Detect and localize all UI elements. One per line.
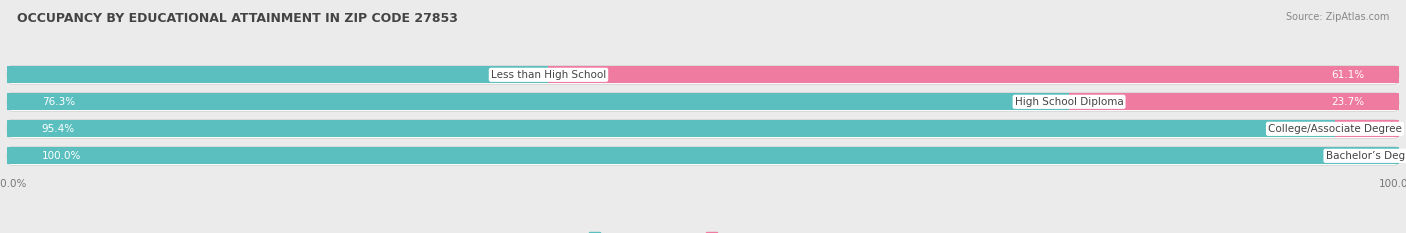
Bar [7, 120, 1334, 137]
Bar [548, 66, 1399, 83]
Bar [7, 66, 548, 83]
Text: 38.9%: 38.9% [495, 70, 527, 80]
Text: Less than High School: Less than High School [491, 70, 606, 80]
Text: 100.0%: 100.0% [42, 151, 82, 161]
Bar [1334, 120, 1399, 137]
Bar [7, 147, 1399, 164]
FancyBboxPatch shape [7, 119, 1399, 138]
Bar [7, 93, 1069, 110]
Text: Source: ZipAtlas.com: Source: ZipAtlas.com [1285, 12, 1389, 22]
FancyBboxPatch shape [7, 92, 1399, 111]
FancyBboxPatch shape [7, 146, 1399, 165]
Text: Bachelor’s Degree or higher: Bachelor’s Degree or higher [1326, 151, 1406, 161]
FancyBboxPatch shape [7, 65, 1399, 84]
Text: High School Diploma: High School Diploma [1015, 97, 1123, 107]
Text: 95.4%: 95.4% [42, 124, 75, 134]
Text: 76.3%: 76.3% [42, 97, 75, 107]
Text: OCCUPANCY BY EDUCATIONAL ATTAINMENT IN ZIP CODE 27853: OCCUPANCY BY EDUCATIONAL ATTAINMENT IN Z… [17, 12, 458, 25]
Text: 61.1%: 61.1% [1331, 70, 1364, 80]
Bar [1069, 93, 1399, 110]
Text: 23.7%: 23.7% [1331, 97, 1364, 107]
Text: College/Associate Degree: College/Associate Degree [1268, 124, 1402, 134]
